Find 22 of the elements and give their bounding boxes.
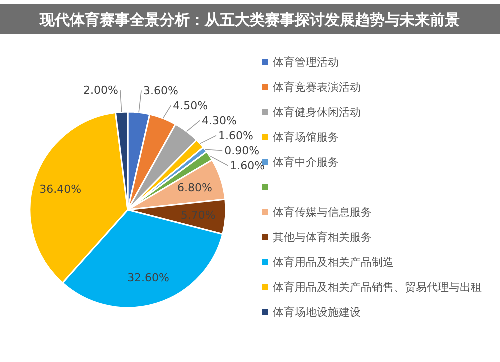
legend-label: 其他与体育相关服务 xyxy=(273,230,372,244)
data-label: 2.00% xyxy=(84,84,118,98)
legend-label: 体育传媒与信息服务 xyxy=(273,206,372,219)
legend-label: 体育中介服务 xyxy=(273,156,339,169)
legend-label: 体育场馆服务 xyxy=(273,130,339,144)
data-label: 1.60% xyxy=(218,130,254,143)
chart-title: 现代体育赛事全景分析：从五大类赛事探讨发展趋势与未来前景 xyxy=(39,11,460,29)
data-label: 3.60% xyxy=(144,84,178,98)
data-label: 5.70% xyxy=(180,208,216,222)
legend-label: 体育竞赛表演活动 xyxy=(273,80,361,94)
legend-label: 体育用品及相关产品销售、贸易代理与出租 xyxy=(273,280,482,294)
data-label: 36.40% xyxy=(40,182,82,196)
legend-label: 体育健身休闲活动 xyxy=(273,106,361,119)
data-label: 0.90% xyxy=(224,144,260,158)
data-label: 4.50% xyxy=(173,100,208,113)
data-label: 1.60% xyxy=(230,160,266,173)
legend-label: 体育场地设施建设 xyxy=(273,306,361,319)
data-label: 6.80% xyxy=(177,182,212,195)
legend-label: 体育用品及相关产品制造 xyxy=(273,256,394,269)
legend-label: 体育管理活动 xyxy=(273,56,339,69)
data-label: 4.30% xyxy=(202,114,238,128)
data-label: 32.60% xyxy=(128,271,170,284)
